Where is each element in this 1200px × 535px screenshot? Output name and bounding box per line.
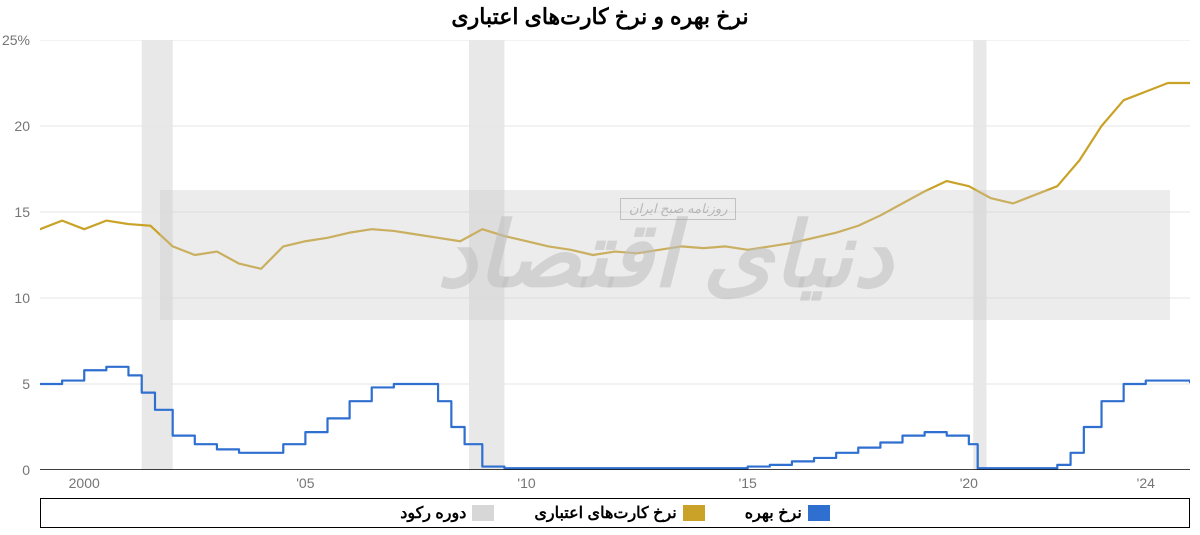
y-tick-label: 5 [22, 376, 30, 392]
legend-swatch-credit [683, 505, 705, 521]
x-tick-label: '10 [517, 475, 535, 491]
chart-svg [40, 40, 1190, 470]
legend-swatch-interest [808, 505, 830, 521]
y-tick-label: 0 [22, 462, 30, 478]
x-tick-label: '20 [960, 475, 978, 491]
chart-container: نرخ بهره و نرخ کارت‌های اعتباری 0 5 10 15 20… [0, 0, 1200, 535]
legend-swatch-recession [472, 505, 494, 521]
y-tick-label: 20 [14, 118, 30, 134]
y-tick-label: 15 [14, 204, 30, 220]
legend-label-credit: نرخ کارت‌های اعتباری [534, 503, 676, 523]
x-tick-label: '24 [1137, 475, 1155, 491]
x-tick-label: 2000 [69, 475, 100, 491]
legend-label-interest: نرخ بهره [745, 503, 802, 523]
gridlines [40, 40, 1190, 384]
legend: دوره رکود نرخ کارت‌های اعتباری نرخ بهره [40, 498, 1190, 528]
x-axis: 2000 '05 '10 '15 '20 '24 [40, 475, 1190, 495]
x-tick-label: '05 [296, 475, 314, 491]
y-axis: 0510152025% [0, 40, 36, 470]
legend-item-interest: نرخ بهره [745, 503, 830, 523]
legend-item-recession: دوره رکود [400, 503, 494, 523]
series-lines [40, 83, 1190, 468]
y-tick-label: 25% [2, 32, 30, 48]
x-tick-label: '15 [739, 475, 757, 491]
watermark-sub-text: روزنامه صبح ایران [620, 198, 736, 220]
plot-area: دنیای اقتصاد روزنامه صبح ایران [40, 40, 1190, 470]
legend-label-recession: دوره رکود [400, 503, 466, 523]
chart-title: نرخ بهره و نرخ کارت‌های اعتباری [0, 4, 1200, 30]
recession-bands [142, 40, 987, 470]
legend-item-credit: نرخ کارت‌های اعتباری [534, 503, 704, 523]
y-tick-label: 10 [14, 290, 30, 306]
